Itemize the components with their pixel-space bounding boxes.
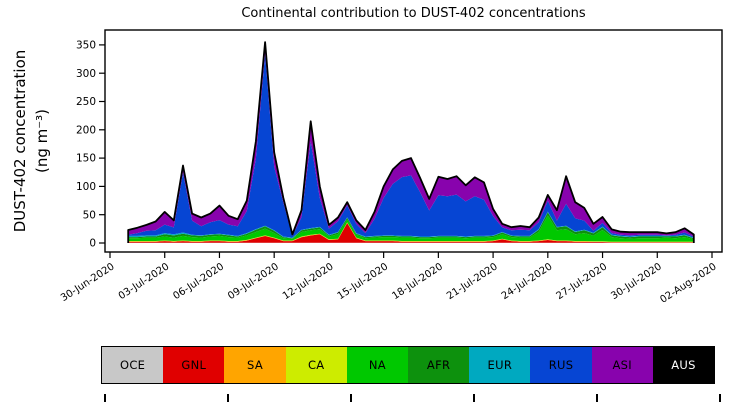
y-tick-label: 200 xyxy=(76,124,96,136)
legend-axis-tick xyxy=(473,394,475,402)
axes-frame xyxy=(104,29,723,253)
legend-item-EUR: EUR xyxy=(469,347,531,383)
x-tick-label: 18-Jul-2020 xyxy=(390,261,445,302)
legend-item-RUS: RUS xyxy=(530,347,592,383)
x-tick-label: 06-Jul-2020 xyxy=(171,261,226,302)
legend-label: GNL xyxy=(181,358,207,372)
y-tick-label: 300 xyxy=(76,68,96,80)
legend-label: SA xyxy=(247,358,263,372)
x-tick-label: 12-Jul-2020 xyxy=(281,261,336,302)
legend-label: EUR xyxy=(487,358,513,372)
chart-title: Continental contribution to DUST-402 con… xyxy=(241,6,586,21)
legend-item-AFR: AFR xyxy=(408,347,470,383)
legend-label: NA xyxy=(368,358,386,372)
legend-item-ASI: ASI xyxy=(591,347,653,383)
legend-label: RUS xyxy=(548,358,574,372)
legend-label: CA xyxy=(307,358,325,372)
x-tick-label: 21-Jul-2020 xyxy=(445,261,500,302)
y-tick-label: 0 xyxy=(89,238,96,250)
x-tick-label: 27-Jul-2020 xyxy=(555,261,610,302)
x-tick-labels: 30-Jun-2020 03-Jul-2020 06-Jul-2020 09-Jul-… xyxy=(59,252,719,306)
x-tick-label: 09-Jul-2020 xyxy=(226,261,281,302)
y-tick-label: 50 xyxy=(83,209,96,221)
area-layer-RUS xyxy=(128,53,694,238)
legend-item-NA: NA xyxy=(346,347,409,383)
legend-label: AFR xyxy=(426,358,451,372)
legend-item-CA: CA xyxy=(285,347,347,383)
legend-axis-tick xyxy=(350,394,352,402)
legend-bar: OCE GNL SA CA NA AFR EUR RUS ASI AUS xyxy=(101,346,715,384)
x-tick-label: 24-Jul-2020 xyxy=(500,261,555,302)
legend-item-AUS: AUS xyxy=(652,347,715,383)
stack-outline xyxy=(127,41,695,243)
y-tick-label: 250 xyxy=(76,96,96,108)
legend-label: OCE xyxy=(119,358,146,372)
y-tick-labels: 0 50 100 150 200 250 300 350 xyxy=(76,40,105,250)
legend-item-SA: SA xyxy=(224,347,286,383)
legend-axis-tick xyxy=(596,394,598,402)
y-tick-label: 100 xyxy=(76,181,96,193)
x-tick-label: 02-Aug-2020 xyxy=(658,261,718,305)
x-tick-label: 30-Jun-2020 xyxy=(59,261,117,304)
x-tick-label: 30-Jul-2020 xyxy=(609,261,664,302)
x-tick-label: 03-Jul-2020 xyxy=(117,261,172,302)
legend-axis-tick xyxy=(227,394,229,402)
legend-axis-tick xyxy=(104,394,106,402)
stacked-areas xyxy=(128,42,694,243)
legend-item-OCE: OCE xyxy=(102,347,164,383)
y-tick-label: 150 xyxy=(76,153,96,165)
area-layer-NA xyxy=(128,215,694,242)
area-layer-GNL xyxy=(128,223,694,243)
x-tick-label: 15-Jul-2020 xyxy=(336,261,391,302)
legend-label: AUS xyxy=(671,358,696,372)
legend-label: ASI xyxy=(612,358,632,372)
legend-axis-tick xyxy=(719,394,721,402)
y-tick-label: 350 xyxy=(76,40,96,52)
legend-item-GNL: GNL xyxy=(163,347,225,383)
